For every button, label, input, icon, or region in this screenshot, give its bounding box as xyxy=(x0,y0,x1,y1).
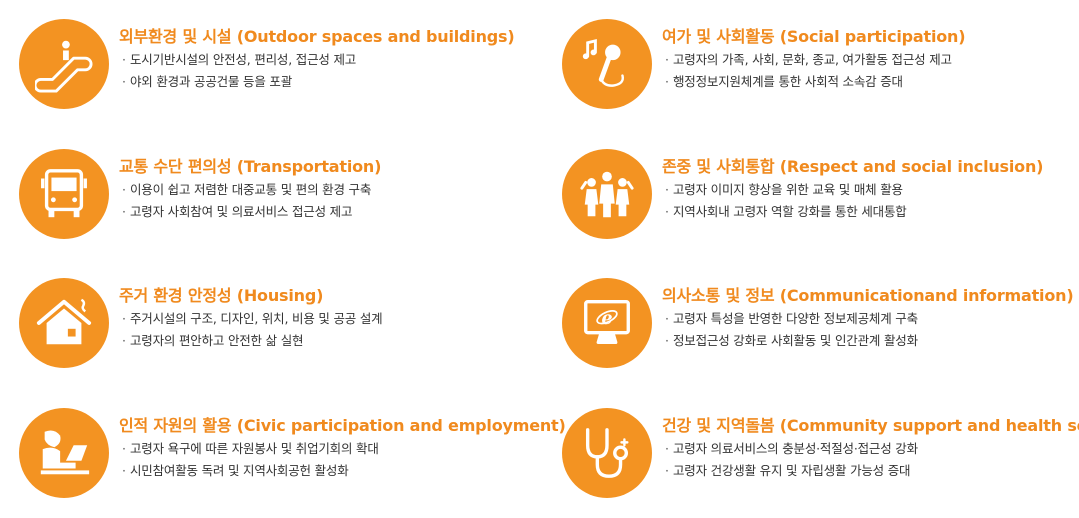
stethoscope-icon xyxy=(562,408,652,498)
list-item: · 이용이 쉽고 저렴한 대중교통 및 편의 환경 구축 xyxy=(122,182,372,197)
list-item: · 고령자 욕구에 따른 자원봉사 및 취업기회의 확대 xyxy=(122,441,379,456)
person-laptop-icon xyxy=(19,408,109,498)
item-title: 여가 및 사회활동 (Social participation) xyxy=(662,27,966,46)
item-title: 인적 자원의 활용 (Civic participation and emplo… xyxy=(119,416,566,435)
escalator-icon xyxy=(19,19,109,109)
list-item: · 지역사회내 고령자 역할 강화를 통한 세대통합 xyxy=(665,204,907,219)
item-transportation: 교통 수단 편의성 (Transportation) · 이용이 쉽고 저렴한 대… xyxy=(19,149,539,249)
list-item: · 도시기반시설의 안전성, 편리성, 접근성 제고 xyxy=(122,52,357,67)
list-item: · 야외 환경과 공공건물 등을 포괄 xyxy=(122,74,292,89)
item-title: 의사소통 및 정보 (Communicationand information) xyxy=(662,286,1074,305)
computer-monitor-icon: e xyxy=(562,278,652,368)
item-outdoor-spaces: 외부환경 및 시설 (Outdoor spaces and buildings)… xyxy=(19,19,539,119)
list-item: · 고령자 건강생활 유지 및 자립생활 가능성 증대 xyxy=(665,463,911,478)
list-item: · 시민참여활동 독려 및 지역사회공헌 활성화 xyxy=(122,463,349,478)
list-item: · 고령자의 편안하고 안전한 삶 실현 xyxy=(122,333,304,348)
item-title: 교통 수단 편의성 (Transportation) xyxy=(119,157,382,176)
item-community-health: 건강 및 지역돌봄 (Community support and health … xyxy=(562,408,1079,508)
svg-text:e: e xyxy=(601,309,612,329)
item-housing: 주거 환경 안정성 (Housing) · 주거시설의 구조, 디자인, 위치, … xyxy=(19,278,539,378)
house-icon xyxy=(19,278,109,368)
list-item: · 행정정보지원체계를 통한 사회적 소속감 증대 xyxy=(665,74,903,89)
item-social-participation: 여가 및 사회활동 (Social participation) · 고령자의 가… xyxy=(562,19,1079,119)
list-item: · 고령자 의료서비스의 충분성·적절성·접근성 강화 xyxy=(665,441,918,456)
item-civic-participation: 인적 자원의 활용 (Civic participation and emplo… xyxy=(19,408,566,508)
list-item: · 주거시설의 구조, 디자인, 위치, 비용 및 공공 설계 xyxy=(122,311,383,326)
item-title: 주거 환경 안정성 (Housing) xyxy=(119,286,324,305)
item-title: 외부환경 및 시설 (Outdoor spaces and buildings) xyxy=(119,27,515,46)
item-title: 존중 및 사회통합 (Respect and social inclusion) xyxy=(662,157,1044,176)
item-title: 건강 및 지역돌봄 (Community support and health … xyxy=(662,416,1079,435)
item-communication: e 의사소통 및 정보 (Communicationand informatio… xyxy=(562,278,1079,378)
list-item: · 고령자 이미지 향상을 위한 교육 및 매체 활용 xyxy=(665,182,903,197)
music-microphone-icon xyxy=(562,19,652,109)
bus-icon xyxy=(19,149,109,239)
list-item: · 고령자의 가족, 사회, 문화, 종교, 여가활동 접근성 제고 xyxy=(665,52,952,67)
item-respect-inclusion: 존중 및 사회통합 (Respect and social inclusion)… xyxy=(562,149,1079,249)
list-item: · 고령자 특성을 반영한 다양한 정보제공체계 구축 xyxy=(665,311,918,326)
list-item: · 고령자 사회참여 및 의료서비스 접근성 제고 xyxy=(122,204,353,219)
list-item: · 정보접근성 강화로 사회활동 및 인간관계 활성화 xyxy=(665,333,918,348)
people-group-icon xyxy=(562,149,652,239)
